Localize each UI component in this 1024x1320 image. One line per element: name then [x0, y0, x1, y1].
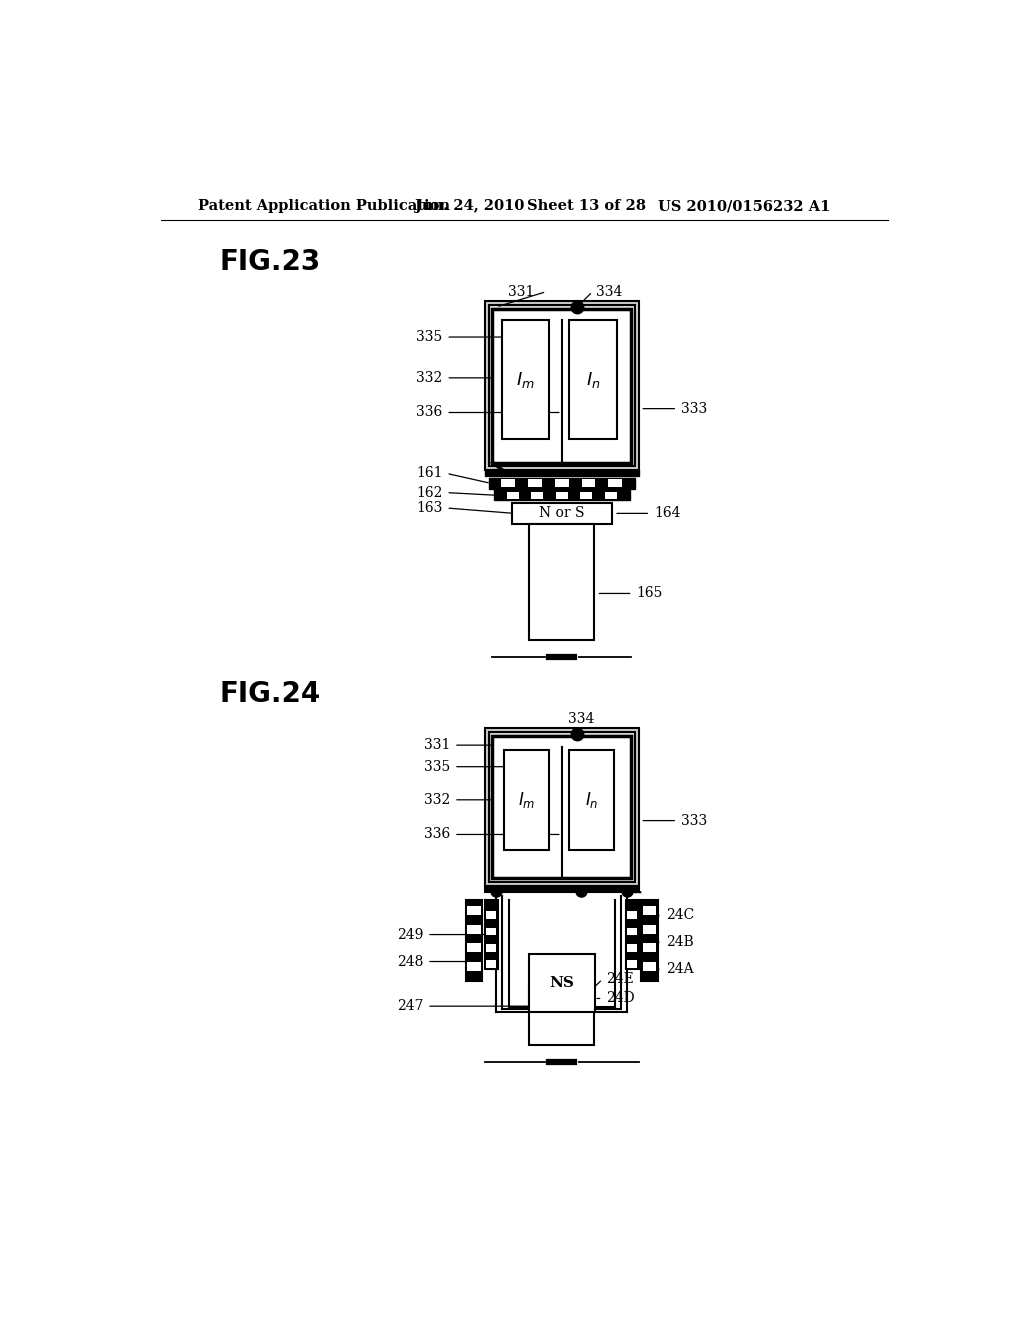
Text: $I_n$: $I_n$ [586, 370, 600, 389]
Text: 24C: 24C [666, 908, 694, 923]
Text: 335: 335 [424, 760, 451, 774]
Text: 24A: 24A [666, 962, 693, 977]
Bar [467, 924, 481, 933]
Bar [628, 960, 637, 968]
Text: 161: 161 [416, 466, 442, 480]
Text: 334: 334 [568, 711, 594, 726]
Text: 24E: 24E [606, 973, 634, 986]
Bar [486, 944, 497, 952]
Text: 165: 165 [637, 586, 663, 601]
Bar [643, 906, 656, 915]
Bar [626, 900, 639, 969]
Text: 248: 248 [396, 954, 423, 969]
Bar [643, 942, 656, 952]
Text: 331: 331 [424, 738, 451, 752]
Text: $I_m$: $I_m$ [517, 789, 536, 809]
Text: $I_m$: $I_m$ [516, 370, 535, 389]
Text: 331: 331 [509, 285, 535, 298]
Bar [531, 492, 543, 499]
Text: N or S: N or S [539, 507, 585, 520]
Bar [486, 912, 497, 919]
Bar [467, 906, 481, 915]
Bar [643, 924, 656, 933]
Text: 24B: 24B [666, 936, 693, 949]
Bar [502, 321, 550, 440]
Text: 334: 334 [596, 285, 623, 298]
Bar [555, 479, 568, 487]
Bar [569, 321, 617, 440]
Text: 247: 247 [396, 999, 423, 1014]
Bar [504, 750, 549, 850]
Bar [529, 983, 594, 1044]
Bar [582, 479, 595, 487]
Bar [493, 737, 631, 878]
Text: 164: 164 [654, 507, 681, 520]
Bar [484, 729, 639, 886]
Bar [484, 470, 639, 477]
Bar [569, 750, 614, 850]
Bar [628, 944, 637, 952]
Bar [529, 954, 595, 1011]
Bar [484, 900, 498, 969]
Text: 332: 332 [424, 793, 451, 807]
Text: 332: 332 [416, 371, 442, 385]
Text: 335: 335 [416, 330, 442, 345]
Bar [488, 305, 635, 466]
Text: 163: 163 [416, 502, 442, 515]
Text: 24D: 24D [606, 991, 635, 1006]
Text: 333: 333 [681, 401, 708, 416]
Bar [556, 492, 567, 499]
Bar [488, 478, 635, 488]
Bar [628, 912, 637, 919]
Bar [488, 733, 635, 882]
Bar [484, 886, 639, 892]
Bar [486, 960, 497, 968]
Bar [493, 309, 631, 462]
Text: Patent Application Publication: Patent Application Publication [199, 199, 451, 213]
Bar [608, 479, 622, 487]
Bar [507, 492, 518, 499]
Bar [502, 479, 515, 487]
Bar [467, 961, 481, 970]
Text: FIG.23: FIG.23 [219, 248, 321, 276]
Text: 336: 336 [416, 405, 442, 420]
Bar [643, 961, 656, 970]
Bar [529, 524, 594, 640]
Bar [605, 492, 616, 499]
Text: NS: NS [550, 975, 574, 990]
Text: US 2010/0156232 A1: US 2010/0156232 A1 [658, 199, 830, 213]
Text: $I_n$: $I_n$ [585, 789, 599, 809]
Bar [581, 492, 592, 499]
Text: 336: 336 [424, 828, 451, 841]
Bar [484, 301, 639, 470]
Bar [494, 490, 630, 500]
Bar [641, 900, 658, 981]
Bar [528, 479, 542, 487]
Text: Jun. 24, 2010: Jun. 24, 2010 [416, 199, 525, 213]
Text: 333: 333 [681, 813, 708, 828]
Text: 162: 162 [416, 486, 442, 499]
Bar [467, 942, 481, 952]
Bar [486, 928, 497, 936]
Bar [466, 900, 482, 981]
Bar [628, 928, 637, 936]
Text: 249: 249 [396, 928, 423, 941]
Text: Sheet 13 of 28: Sheet 13 of 28 [527, 199, 646, 213]
Bar [512, 503, 611, 524]
Text: FIG.24: FIG.24 [219, 680, 321, 708]
